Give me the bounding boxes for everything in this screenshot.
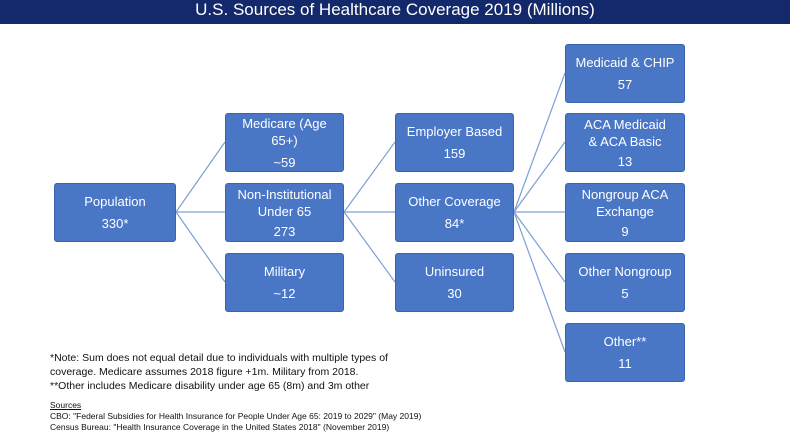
- sources-block: Sources CBO: "Federal Subsidies for Heal…: [50, 400, 570, 433]
- source-census: Census Bureau: "Health Insurance Coverag…: [50, 422, 390, 432]
- node-non-institutional: Non-Institutional Under 65 273: [225, 183, 344, 242]
- source-cbo: CBO: "Federal Subsidies for Health Insur…: [50, 411, 422, 421]
- connector-population-medicare: [175, 141, 226, 213]
- connector-othercov-other: [513, 211, 566, 353]
- node-nongroup-aca-label: Nongroup ACA Exchange: [581, 186, 669, 219]
- connector-othercov-aca: [513, 141, 566, 213]
- node-uninsured-label: Uninsured: [424, 264, 485, 279]
- node-military-label: Military: [263, 264, 306, 279]
- node-uninsured-value: 30: [447, 286, 462, 301]
- node-other-nongroup-label: Other Nongroup: [578, 264, 672, 279]
- node-medicare-label: Medicare (Age 65+): [242, 115, 327, 148]
- node-aca-medicaid-label: ACA Medicaid & ACA Basic: [584, 116, 666, 149]
- node-medicaid-chip-label: Medicaid & CHIP: [575, 55, 675, 70]
- node-medicaid-chip-value: 57: [617, 77, 633, 92]
- footnote: *Note: Sum does not equal detail due to …: [50, 351, 430, 393]
- node-military-value: ~12: [273, 286, 296, 301]
- node-employer-label: Employer Based: [406, 124, 503, 139]
- node-non-institutional-value: 273: [273, 223, 296, 239]
- footnote-line-1: *Note: Sum does not equal detail due to …: [50, 352, 388, 378]
- connector-noninst-uninsured: [343, 211, 396, 283]
- node-non-institutional-label: Non-Institutional Under 65: [237, 186, 332, 219]
- node-population: Population 330*: [54, 183, 176, 242]
- node-aca-medicaid-value: 13: [617, 153, 633, 169]
- node-other-nongroup: Other Nongroup 5: [565, 253, 685, 312]
- node-military: Military ~12: [225, 253, 344, 312]
- node-nongroup-aca-value: 9: [621, 223, 629, 239]
- node-other-value: 11: [618, 356, 632, 371]
- node-medicaid-chip: Medicaid & CHIP 57: [565, 44, 685, 103]
- node-medicare-value: ~59: [273, 154, 296, 170]
- connector-othercov-other-nongroup: [513, 211, 566, 283]
- node-medicare: Medicare (Age 65+) ~59: [225, 113, 344, 172]
- connector-noninst-employer: [343, 141, 396, 213]
- node-other: Other** 11: [565, 323, 685, 382]
- sources-header: Sources: [50, 400, 82, 410]
- node-uninsured: Uninsured 30: [395, 253, 514, 312]
- node-nongroup-aca: Nongroup ACA Exchange 9: [565, 183, 685, 242]
- node-population-value: 330*: [101, 216, 129, 231]
- connector-othercov-medicaid: [513, 72, 566, 213]
- node-population-label: Population: [84, 194, 146, 209]
- node-employer-value: 159: [443, 146, 466, 161]
- chart-title: U.S. Sources of Healthcare Coverage 2019…: [0, 0, 790, 24]
- node-other-coverage-value: 84*: [444, 216, 465, 231]
- footnote-line-2: **Other includes Medicare disability und…: [50, 380, 370, 392]
- node-other-nongroup-value: 5: [621, 286, 629, 301]
- node-employer: Employer Based 159: [395, 113, 514, 172]
- node-other-label: Other**: [603, 334, 647, 349]
- node-aca-medicaid: ACA Medicaid & ACA Basic 13: [565, 113, 685, 172]
- connector-population-military: [175, 211, 226, 283]
- node-other-coverage: Other Coverage 84*: [395, 183, 514, 242]
- node-other-coverage-label: Other Coverage: [408, 194, 501, 209]
